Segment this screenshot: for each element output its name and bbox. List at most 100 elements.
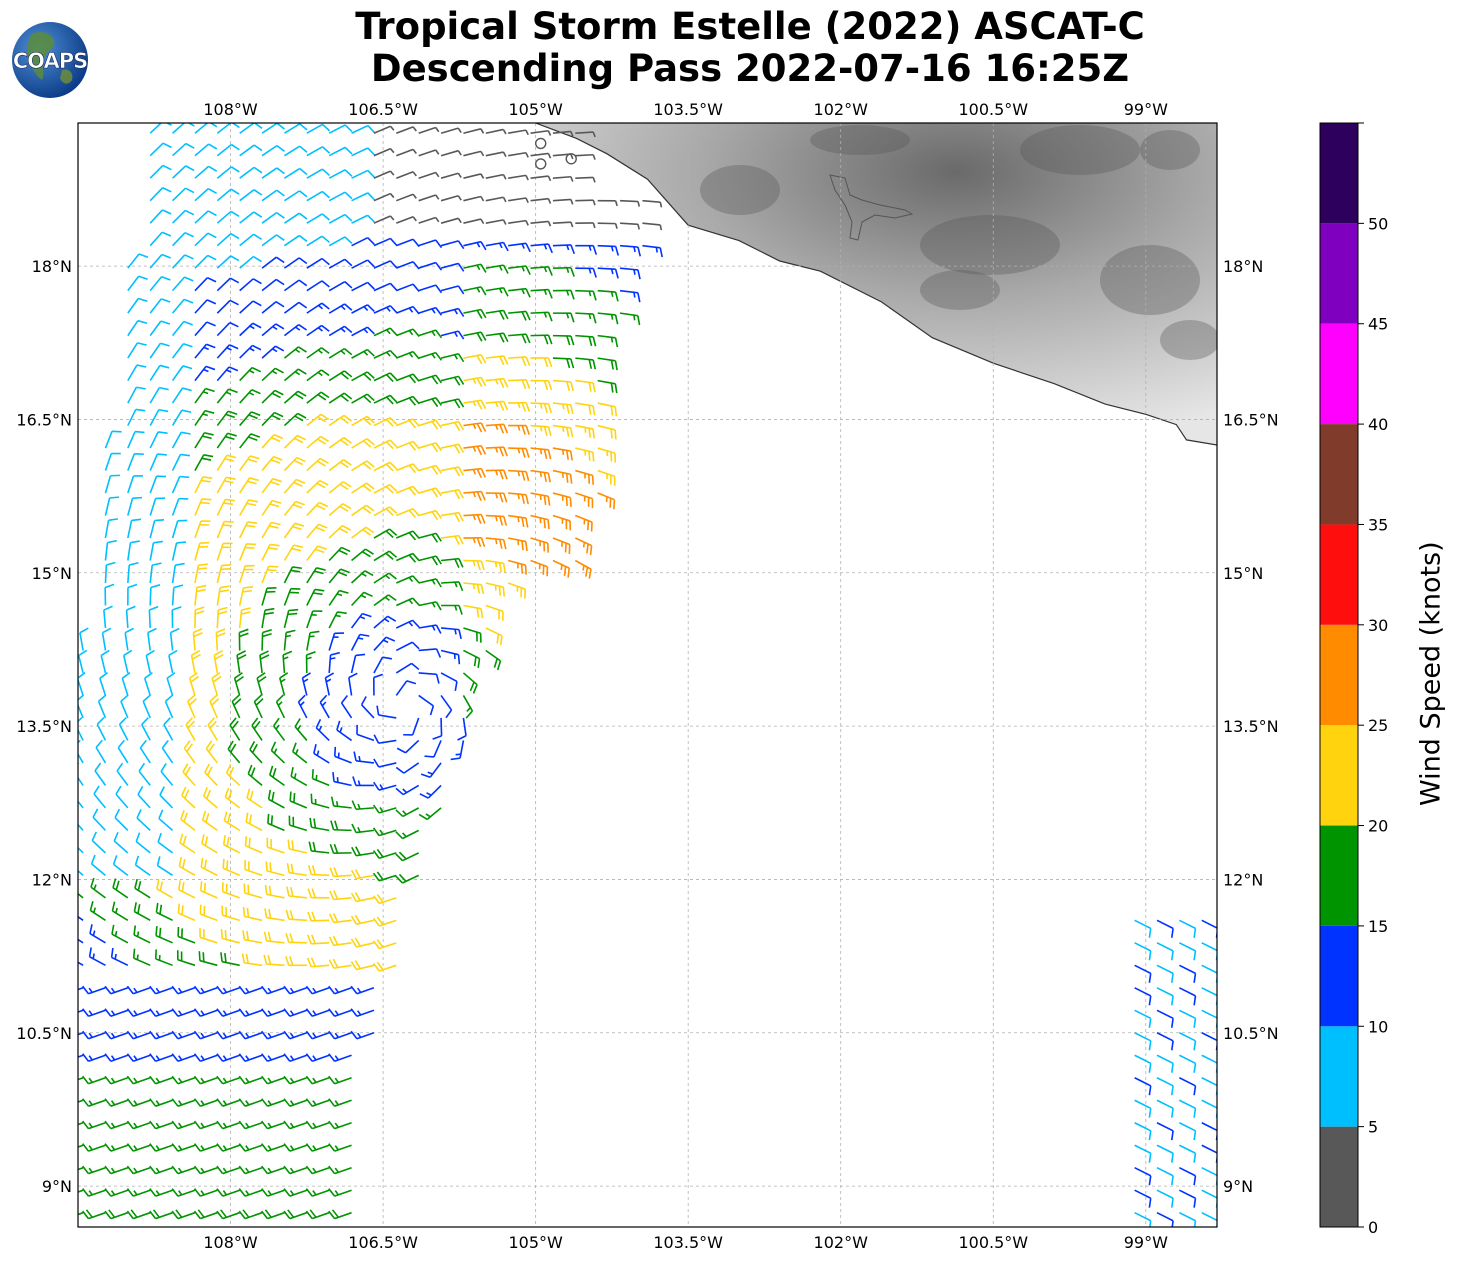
wind-barb: [261, 323, 285, 337]
wind-barb: [283, 456, 306, 472]
wind-barb: [155, 926, 173, 944]
wind-barb: [396, 305, 420, 315]
wind-barb: [286, 886, 307, 899]
wind-barb: [306, 235, 330, 247]
wind-barb: [1134, 1009, 1152, 1028]
wind-barb: [485, 469, 508, 480]
wind-barb: [160, 763, 174, 786]
wind-barb: [104, 561, 116, 584]
terrain-shade: [920, 270, 1000, 310]
wind-barb: [418, 149, 440, 157]
map-frame: [77, 122, 1218, 1228]
wind-barb: [440, 649, 461, 665]
wind-barb: [508, 174, 529, 181]
terrain-shade: [1100, 245, 1200, 315]
wind-barb: [216, 564, 232, 584]
wind-barb: [575, 357, 597, 370]
wind-barb: [1156, 942, 1174, 961]
wind-barb: [194, 276, 217, 292]
wind-barb: [1156, 964, 1174, 983]
wind-barb: [283, 434, 307, 449]
wind-barb: [261, 543, 280, 561]
wind-barb: [261, 389, 284, 404]
wind-barb: [127, 475, 143, 494]
wind-barb: [350, 612, 372, 629]
wind-barb: [216, 410, 238, 427]
wind-barb: [1134, 1099, 1152, 1118]
wind-barb: [239, 499, 259, 516]
wind-barb: [463, 649, 481, 669]
wind-barb: [463, 173, 485, 179]
wind-barb: [194, 431, 214, 449]
wind-barb: [136, 809, 151, 831]
wind-barb: [530, 129, 552, 136]
wind-barb: [552, 334, 575, 346]
wind-barb: [200, 857, 218, 877]
wind-barb: [419, 784, 442, 799]
lon-tick-label-top: 105°W: [508, 100, 563, 119]
wind-barb: [463, 128, 485, 134]
wind-barb: [328, 258, 353, 269]
wind-barb: [597, 312, 619, 325]
wind-barb: [597, 424, 617, 440]
wind-barb: [373, 483, 398, 494]
wind-barb: [261, 1209, 285, 1220]
wind-barb: [239, 322, 262, 337]
wind-barb: [396, 171, 417, 179]
wind-barb: [149, 431, 168, 449]
lon-tick-label-top: 102°W: [814, 100, 869, 119]
wind-barb: [284, 145, 308, 157]
colorbar-bin: [1320, 825, 1358, 926]
wind-barb: [351, 393, 375, 404]
wind-barb: [112, 878, 129, 899]
wind-barb: [1179, 942, 1197, 961]
wind-barb: [396, 328, 420, 337]
wind-barb: [485, 423, 509, 434]
wind-barb: [238, 607, 251, 629]
wind-barb: [176, 950, 196, 967]
wind-barb: [149, 1188, 173, 1197]
wind-barb: [306, 391, 330, 404]
wind-barb: [207, 717, 219, 741]
wind-barb: [396, 395, 420, 406]
wind-barb: [216, 210, 240, 224]
wind-barb: [211, 672, 222, 696]
wind-barb: [418, 487, 443, 498]
lon-tick-label-bottom: 102°W: [814, 1233, 869, 1252]
wind-barb: [351, 415, 375, 427]
wind-barb: [485, 514, 508, 526]
wind-barb: [351, 823, 375, 834]
wind-barb: [194, 123, 218, 134]
wind-barb: [114, 808, 129, 831]
wind-barb: [1179, 1032, 1197, 1051]
wind-barbs: [78, 123, 1217, 1227]
wind-barb: [305, 1120, 330, 1130]
wind-barb: [328, 611, 347, 629]
wind-barb: [239, 433, 261, 449]
wind-barb: [1156, 1099, 1174, 1118]
wind-barb: [216, 1053, 240, 1062]
wind-barb: [440, 330, 465, 340]
wind-barb: [171, 1165, 196, 1175]
calm-wind-marker: [565, 153, 577, 165]
wind-barb: [462, 672, 478, 694]
wind-barb: [395, 829, 420, 840]
wind-barb: [78, 694, 84, 719]
wind-barb: [127, 430, 145, 449]
wind-barb: [261, 1165, 285, 1175]
wind-barb: [373, 192, 395, 202]
wind-barb: [597, 379, 618, 394]
wind-barb: [243, 883, 263, 899]
wind-barb: [332, 772, 352, 787]
lake-outline: [829, 174, 914, 241]
wind-barb: [575, 402, 596, 416]
wind-barb: [113, 831, 129, 854]
wind-barb: [193, 1053, 218, 1062]
wind-barb: [552, 198, 574, 205]
wind-barb: [328, 213, 353, 224]
wind-barb: [273, 717, 286, 741]
wind-barb: [194, 365, 216, 382]
wind-barb: [356, 724, 375, 742]
lon-tick-label-bottom: 105°W: [508, 1233, 563, 1252]
wind-barb: [463, 604, 484, 619]
